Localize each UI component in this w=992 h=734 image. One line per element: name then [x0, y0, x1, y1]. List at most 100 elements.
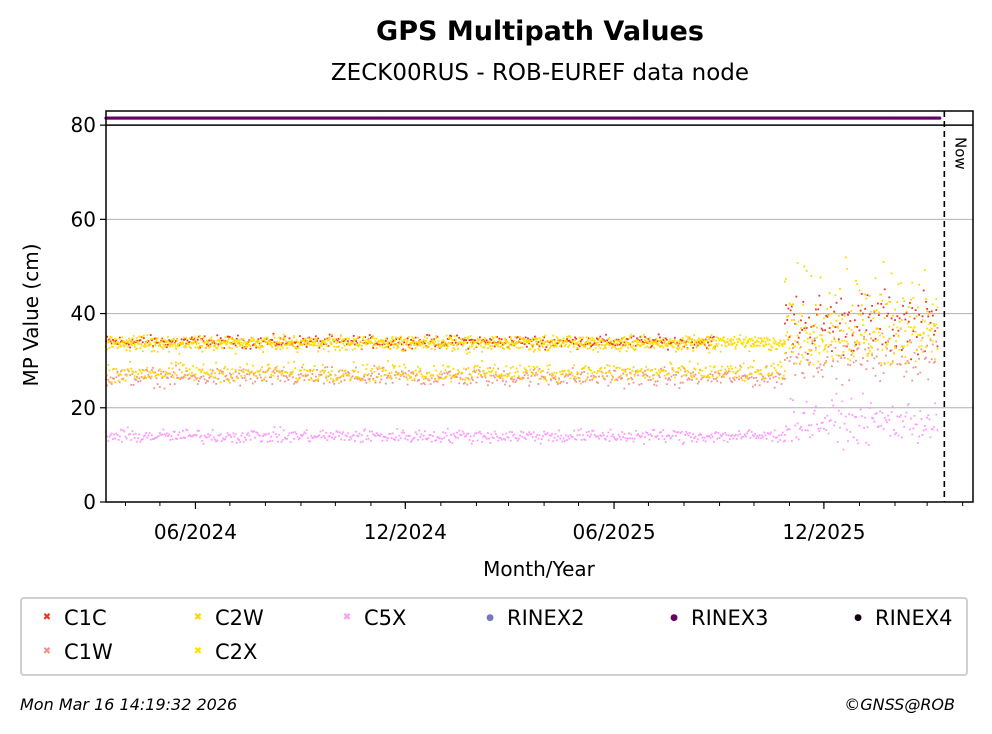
c2x-point [609, 344, 612, 347]
c5x-point [657, 438, 660, 440]
c1c-point [653, 339, 656, 342]
c2w-point [650, 368, 653, 371]
c2x-point [302, 339, 305, 342]
c1c-point [337, 337, 340, 340]
c1w-point [164, 373, 167, 376]
c2w-point [242, 371, 245, 373]
c2w-point [381, 370, 384, 373]
c2x-point [566, 335, 568, 338]
c2w-point [847, 342, 849, 345]
c2w-point [442, 364, 445, 367]
c5x-point [147, 434, 150, 437]
c1w-point [380, 378, 383, 381]
c2x-point [670, 344, 673, 347]
c5x-point [222, 437, 224, 440]
c5x-point [728, 438, 731, 441]
c5x-point [827, 432, 830, 435]
c2w-point [254, 343, 256, 346]
c2x-point [149, 338, 152, 341]
c2w-point [589, 368, 591, 371]
c2w-point [735, 343, 738, 346]
c1c-point [883, 288, 886, 291]
c2w-point [759, 369, 762, 372]
c2w-point [167, 373, 169, 375]
c2x-point [480, 344, 482, 347]
c2x-point [715, 343, 718, 346]
c2x-point [403, 339, 406, 342]
c1c-point [128, 343, 130, 346]
c2w-point [160, 370, 162, 373]
c1w-point [540, 375, 543, 378]
c2w-point [761, 340, 763, 343]
c1w-point [606, 375, 609, 377]
c2w-point [426, 346, 429, 349]
c1w-point [366, 374, 369, 377]
c2x-point [567, 336, 570, 338]
c1c-point [189, 338, 192, 340]
c2x-point [165, 341, 168, 344]
c1w-point [469, 382, 472, 385]
c2w-point [392, 346, 395, 349]
c5x-point [922, 429, 925, 432]
c2x-point [591, 336, 594, 339]
c1w-point [823, 364, 825, 366]
c5x-point [746, 432, 748, 435]
c2w-point [209, 368, 212, 371]
c1w-point [388, 372, 391, 375]
c5x-point [254, 436, 256, 439]
c1c-point [794, 322, 797, 325]
c5x-point [928, 418, 931, 421]
c5x-point [848, 413, 851, 415]
c1w-point [675, 374, 677, 376]
c2w-point [263, 371, 266, 374]
c1c-point [155, 341, 158, 344]
c2w-point [272, 341, 275, 344]
c2x-point [402, 343, 404, 346]
c1w-point [389, 375, 392, 377]
c5x-point [668, 434, 670, 437]
c5x-point [620, 438, 622, 441]
c2w-point [201, 350, 204, 353]
c1w-point [620, 377, 622, 380]
c5x-point [913, 414, 916, 417]
c2w-point [449, 342, 451, 344]
c2x-point [203, 342, 206, 345]
c2w-point [300, 369, 302, 372]
c2w-point [762, 344, 765, 347]
c2x-point [532, 343, 535, 346]
c2w-point [215, 361, 217, 364]
c2w-point [185, 367, 188, 370]
c2w-point [930, 327, 933, 330]
y-tick-label: 20 [71, 396, 96, 420]
legend-label: RINEX3 [691, 606, 769, 630]
c2w-point [886, 302, 888, 305]
c1c-point [886, 315, 888, 317]
c5x-point [706, 435, 708, 438]
c2w-point [226, 368, 229, 371]
c2w-point [444, 369, 447, 372]
c2x-point [592, 337, 595, 340]
c1w-point [785, 351, 787, 354]
c2w-point [852, 331, 855, 334]
c2w-point [206, 344, 208, 347]
c5x-point [709, 436, 712, 439]
c2w-point [789, 303, 792, 306]
c5x-point [376, 434, 379, 436]
c2x-point [722, 336, 724, 339]
c5x-point [745, 435, 747, 438]
c5x-point [780, 434, 783, 437]
c2w-point [264, 341, 267, 343]
c1c-point [537, 341, 540, 343]
c1w-point [576, 373, 579, 376]
c1c-point [274, 344, 277, 347]
c2x-point [907, 326, 910, 329]
c5x-point [195, 434, 198, 437]
c5x-point [625, 439, 628, 442]
c2x-point [312, 340, 315, 343]
c2w-point [637, 343, 640, 346]
c1c-point [519, 338, 521, 341]
c1c-point [532, 338, 535, 341]
c1c-point [164, 344, 167, 346]
c5x-point [671, 434, 674, 437]
c2w-point [582, 344, 584, 347]
